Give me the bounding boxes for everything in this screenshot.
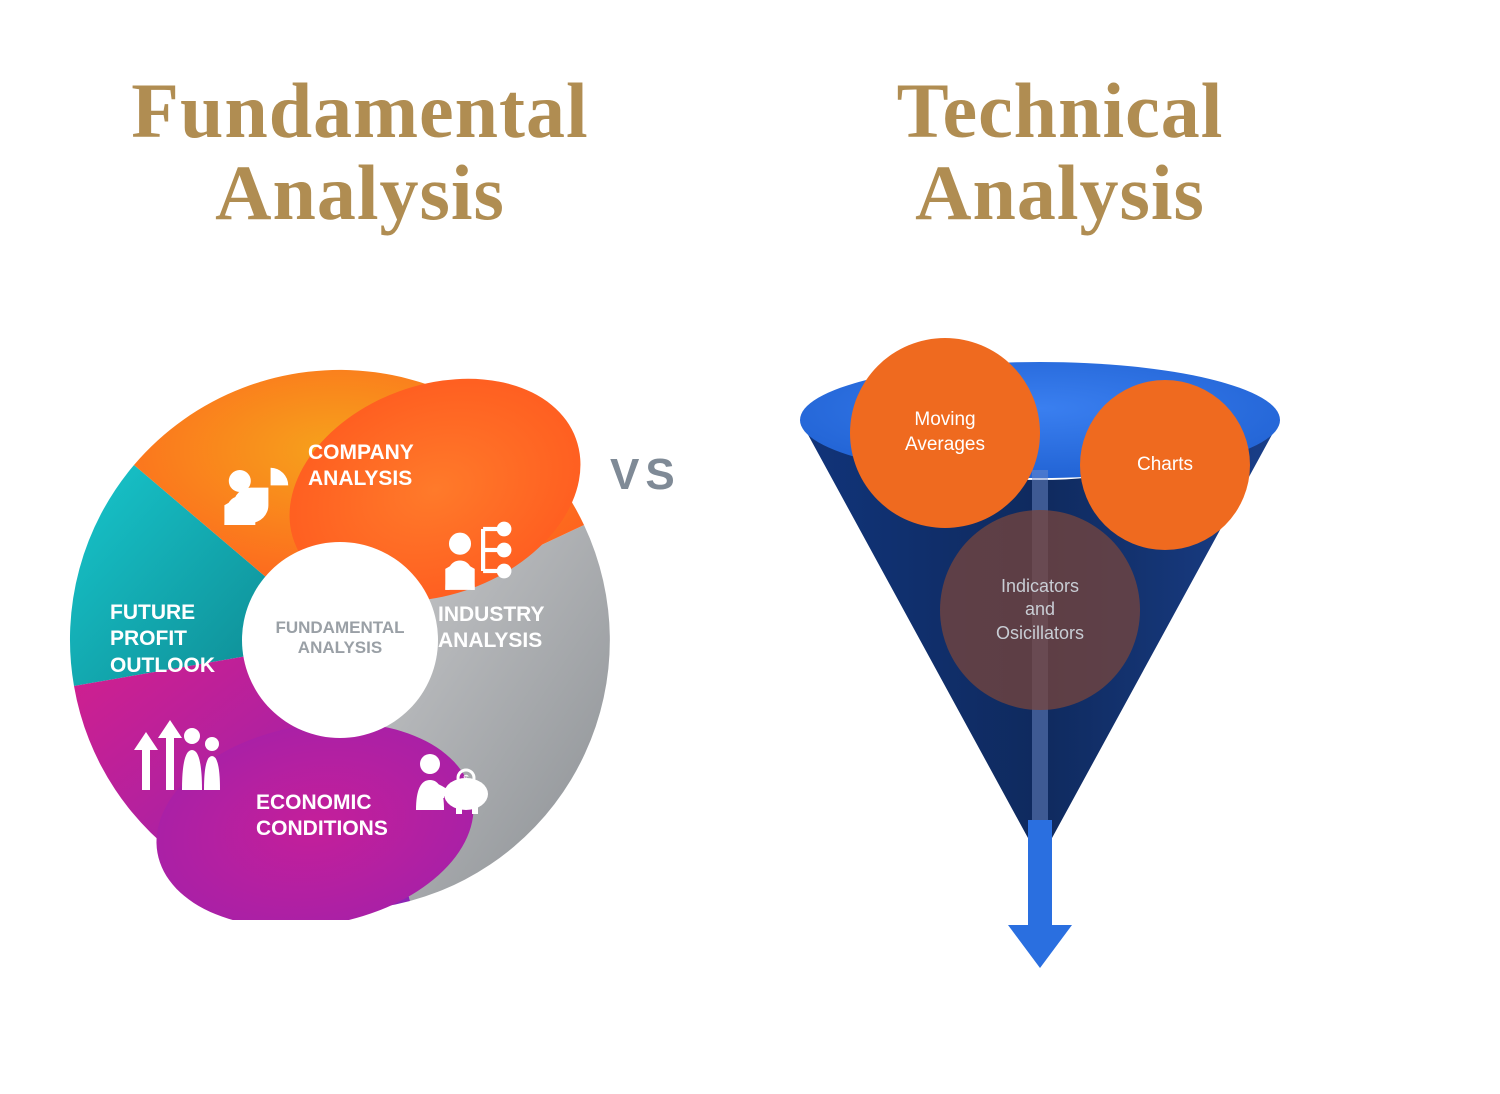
funnel-arrow-shaft bbox=[1028, 820, 1052, 930]
vs-label: VS bbox=[610, 450, 681, 500]
title-fundamental: Fundamental Analysis bbox=[60, 70, 660, 234]
bubble-indicators: Indicators and Osicillators bbox=[940, 510, 1140, 710]
title-technical-line2: Analysis bbox=[915, 149, 1205, 236]
donut-label-company: COMPANY ANALYSIS bbox=[308, 440, 414, 493]
bubble-moving-averages: Moving Averages bbox=[850, 338, 1040, 528]
donut-center-label: FUNDAMENTAL ANALYSIS bbox=[250, 618, 430, 659]
bubble-charts: Charts bbox=[1080, 380, 1250, 550]
title-fundamental-line1: Fundamental bbox=[131, 67, 588, 154]
title-fundamental-line2: Analysis bbox=[215, 149, 505, 236]
funnel-arrow-head bbox=[1008, 925, 1072, 968]
title-technical: Technical Analysis bbox=[760, 70, 1360, 234]
funnel-chart: Moving Averages Charts Indicators and Os… bbox=[760, 320, 1320, 980]
donut-label-economic: ECONOMIC CONDITIONS bbox=[256, 790, 388, 843]
donut-label-industry: INDUSTRY ANALYSIS bbox=[438, 602, 545, 655]
title-technical-line1: Technical bbox=[897, 67, 1224, 154]
donut-chart: $ COMPANY ANALYSIS INDUSTRY ANALYSIS ECO… bbox=[60, 360, 620, 920]
donut-label-future: FUTURE PROFIT OUTLOOK bbox=[110, 600, 215, 679]
svg-text:$: $ bbox=[463, 774, 469, 785]
